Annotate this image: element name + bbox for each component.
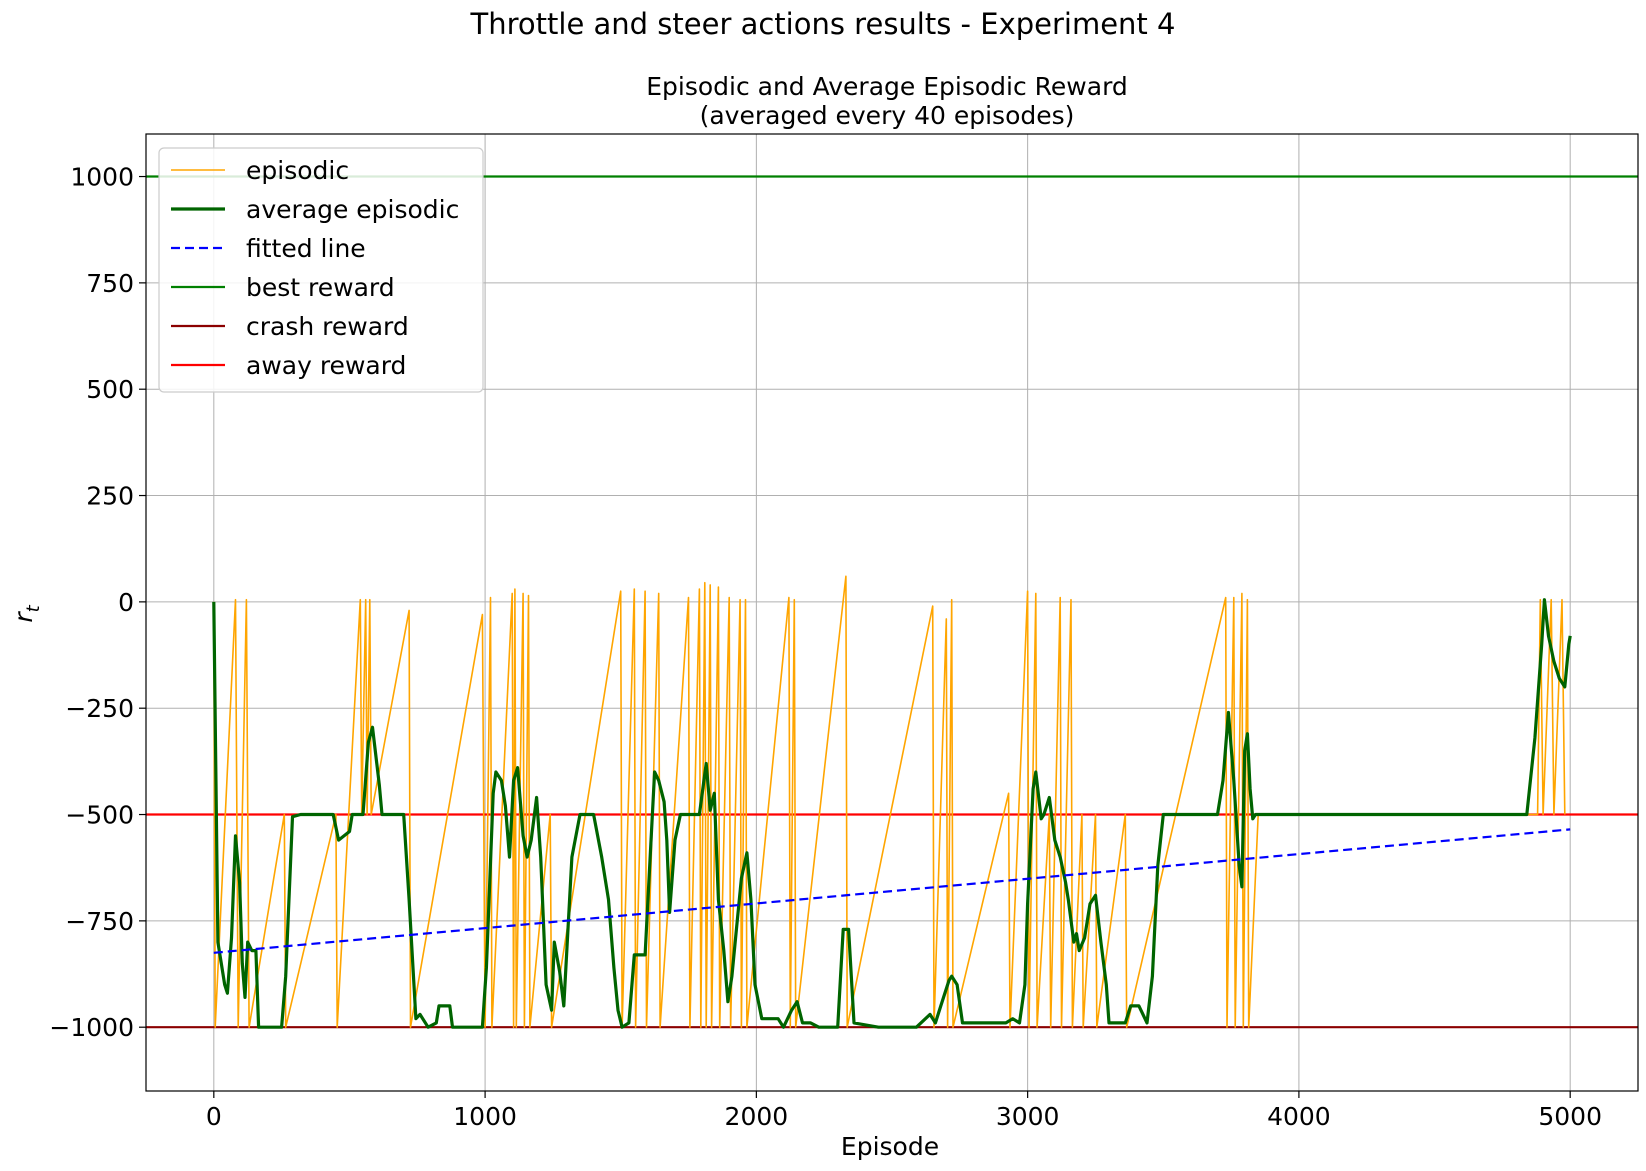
- x-tick-label: 1000: [453, 1102, 517, 1131]
- y-tick-label: 500: [86, 375, 134, 404]
- legend-label-episodic: episodic: [246, 156, 349, 185]
- x-tick-label: 3000: [996, 1102, 1060, 1131]
- legend: episodic average episodic fitted line best …: [158, 147, 484, 393]
- y-tick-label: −750: [65, 907, 134, 936]
- y-tick-label: 1000: [70, 163, 134, 192]
- y-tick-label: −250: [65, 694, 134, 723]
- ticks: 0 1000 2000 3000 4000 5000 1000 750 500 250 0 −250 −…: [49, 163, 1602, 1131]
- series-episodic: [213, 575, 1566, 1028]
- x-tick-label: 0: [206, 1102, 222, 1131]
- chart-title-line2: (averaged every 40 episodes): [700, 101, 1075, 130]
- plot-frame: [145, 133, 1639, 1092]
- legend-label-average-episodic: average episodic: [246, 195, 459, 224]
- legend-label-fitted-line: fitted line: [246, 234, 366, 263]
- legend-label-away-reward: away reward: [246, 351, 406, 380]
- y-axis-label-sub: t: [23, 604, 44, 612]
- x-tick-label: 2000: [725, 1102, 789, 1131]
- legend-label-best-reward: best reward: [246, 273, 395, 302]
- y-tick-label: −500: [65, 801, 134, 830]
- chart-title-line1: Episodic and Average Episodic Reward: [646, 72, 1128, 101]
- y-axis-label: rt: [9, 604, 44, 622]
- y-tick-label: 750: [86, 269, 134, 298]
- series-average-episodic: [212, 598, 1572, 1029]
- y-tick-label: 0: [118, 588, 134, 617]
- y-tick-label: −1000: [49, 1013, 134, 1042]
- y-axis-label-main: r: [9, 611, 38, 623]
- legend-box: [158, 147, 484, 393]
- y-tick-label: 250: [86, 482, 134, 511]
- suptitle: Throttle and steer actions results - Exp…: [470, 7, 1176, 41]
- x-tick-label: 5000: [1538, 1102, 1602, 1131]
- series-fitted-line: [213, 828, 1571, 954]
- legend-label-crash-reward: crash reward: [246, 312, 409, 341]
- x-axis-label: Episode: [841, 1132, 939, 1161]
- x-tick-label: 4000: [1267, 1102, 1331, 1131]
